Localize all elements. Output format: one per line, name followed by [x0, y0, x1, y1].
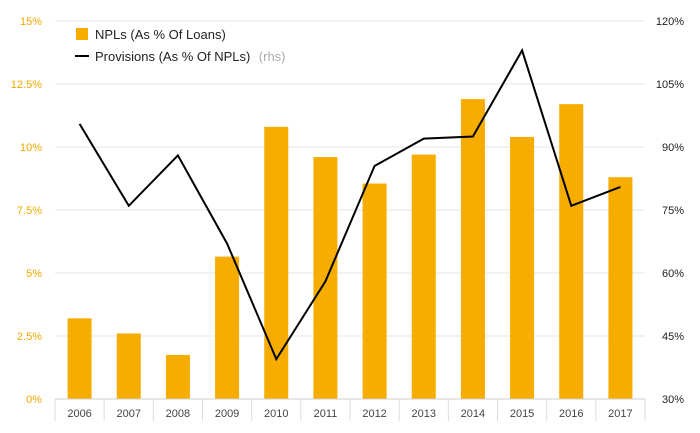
x-tick-label: 2011: [314, 408, 338, 420]
x-tick-label: 2009: [215, 408, 239, 420]
x-tick-label: 2007: [117, 408, 141, 420]
right-tick-label: 45%: [662, 331, 684, 343]
npl-bar: [67, 318, 92, 399]
x-tick-label: 2015: [510, 408, 534, 420]
legend-swatch-npls: [76, 28, 88, 40]
npl-bar: [411, 154, 436, 399]
right-tick-label: 30%: [662, 394, 684, 406]
left-tick-label: 5%: [26, 268, 42, 280]
right-tick-label: 75%: [662, 205, 684, 217]
left-tick-label: 2.5%: [17, 331, 42, 343]
npl-bar: [215, 256, 240, 399]
npl-bar: [510, 136, 535, 400]
x-tick-label: 2014: [461, 408, 485, 420]
x-tick-label: 2012: [362, 408, 386, 420]
right-tick-label: 90%: [662, 142, 684, 154]
npl-bar: [362, 183, 387, 399]
x-tick-label: 2017: [608, 408, 632, 420]
npl-bar: [559, 104, 584, 399]
right-tick-label: 105%: [656, 79, 684, 91]
x-tick-label: 2016: [559, 408, 583, 420]
provisions-line: [78, 47, 621, 362]
legend-label-provisions: Provisions (As % Of NPLs): [95, 49, 250, 64]
legend-label-npls: NPLs (As % Of Loans): [95, 27, 226, 42]
left-tick-label: 12.5%: [11, 79, 42, 91]
npl-bar: [460, 99, 485, 400]
legend-label-provisions-wrap: Provisions (As % Of NPLs) (rhs): [95, 48, 286, 65]
npl-bar: [264, 126, 289, 399]
left-tick-label: 0%: [26, 394, 42, 406]
x-tick-label: 2013: [412, 408, 436, 420]
npl-bar: [608, 177, 633, 399]
legend: NPLs (As % Of Loans) Provisions (As % Of…: [75, 27, 286, 65]
gridlines: [55, 20, 645, 337]
left-tick-label: 15%: [20, 16, 42, 28]
npl-bar: [165, 354, 190, 399]
x-tick-label: 2006: [67, 408, 91, 420]
right-tick-label: 120%: [656, 16, 684, 28]
npl-bar: [116, 333, 141, 399]
x-tick-label: 2010: [264, 408, 288, 420]
right-tick-label: 60%: [662, 268, 684, 280]
left-tick-label: 7.5%: [17, 205, 42, 217]
npl-bars: [67, 99, 633, 400]
left-tick-label: 10%: [20, 142, 42, 154]
x-tick-label: 2008: [166, 408, 190, 420]
legend-rhs-note: (rhs): [259, 49, 286, 64]
axes: 0% 30% 2.5% 45% 5% 60% 7.5% 75% 10% 90% 12.5% 105% 1…: [11, 16, 684, 421]
provisions-line-group: [78, 47, 621, 362]
npl-bar: [313, 157, 338, 399]
